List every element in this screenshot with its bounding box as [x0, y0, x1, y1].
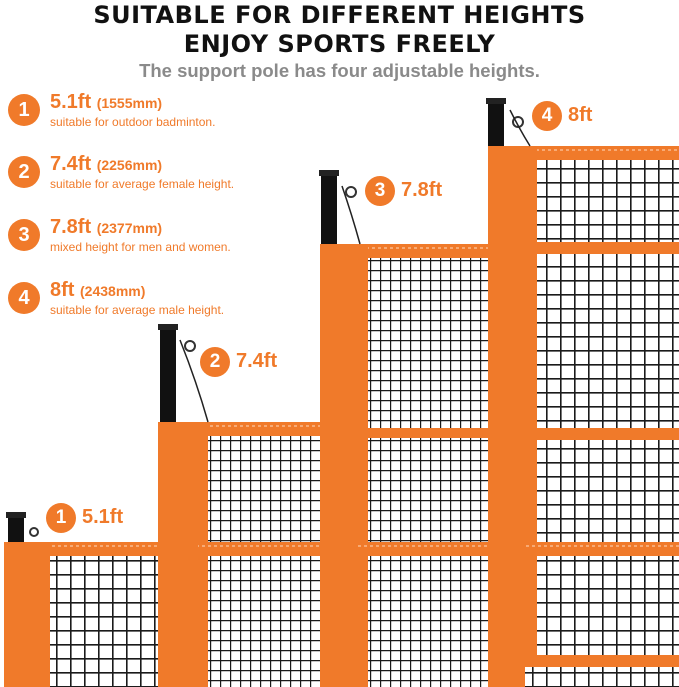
callout-label: 5.1ft: [82, 506, 124, 528]
height-metric: (2256mm): [96, 157, 163, 173]
height-description: suitable for average female height.: [50, 177, 235, 191]
pole-sleeve-7-4ft: [158, 422, 198, 687]
pole-top-7-8ft: [319, 170, 361, 245]
number-badge: 4: [8, 282, 40, 314]
height-metric: (1555mm): [96, 95, 163, 111]
callout-label: 8ft: [568, 104, 593, 126]
height-description: mixed height for men and women.: [50, 240, 231, 254]
height-metric: (2377mm): [96, 220, 163, 236]
height-description: suitable for outdoor badminton.: [50, 115, 216, 129]
pole-top-8ft: [486, 98, 531, 147]
callout-label: 7.4ft: [236, 350, 278, 372]
number-badge: 2: [200, 347, 230, 377]
height-metric: (2438mm): [80, 283, 146, 299]
number-badge: 4: [532, 101, 562, 131]
callout-label: 7.8ft: [401, 179, 443, 201]
pole-top-7-4ft: [158, 324, 209, 423]
pole-sleeve-8ft: [488, 146, 525, 687]
height-value: 7.4ft: [50, 153, 92, 175]
height-value: 7.8ft: [50, 216, 92, 238]
number-badge: 3: [8, 219, 40, 251]
number-badge: 1: [46, 503, 76, 533]
number-badge: 2: [8, 156, 40, 188]
height-value: 5.1ft: [50, 91, 92, 113]
pole-sleeve-7-8ft: [320, 244, 358, 687]
number-badge: 1: [8, 94, 40, 126]
pole-sleeve-5-1ft: [4, 542, 40, 687]
height-value: 8ft: [50, 279, 75, 301]
pole-top-5-1ft: [6, 512, 39, 542]
headline-line-1: SUITABLE FOR DIFFERENT HEIGHTS: [93, 1, 586, 29]
height-description: suitable for average male height.: [50, 303, 225, 317]
number-badge: 3: [365, 176, 395, 206]
subtitle: The support pole has four adjustable hei…: [139, 60, 540, 81]
headline-line-2: ENJOY SPORTS FREELY: [183, 30, 496, 58]
